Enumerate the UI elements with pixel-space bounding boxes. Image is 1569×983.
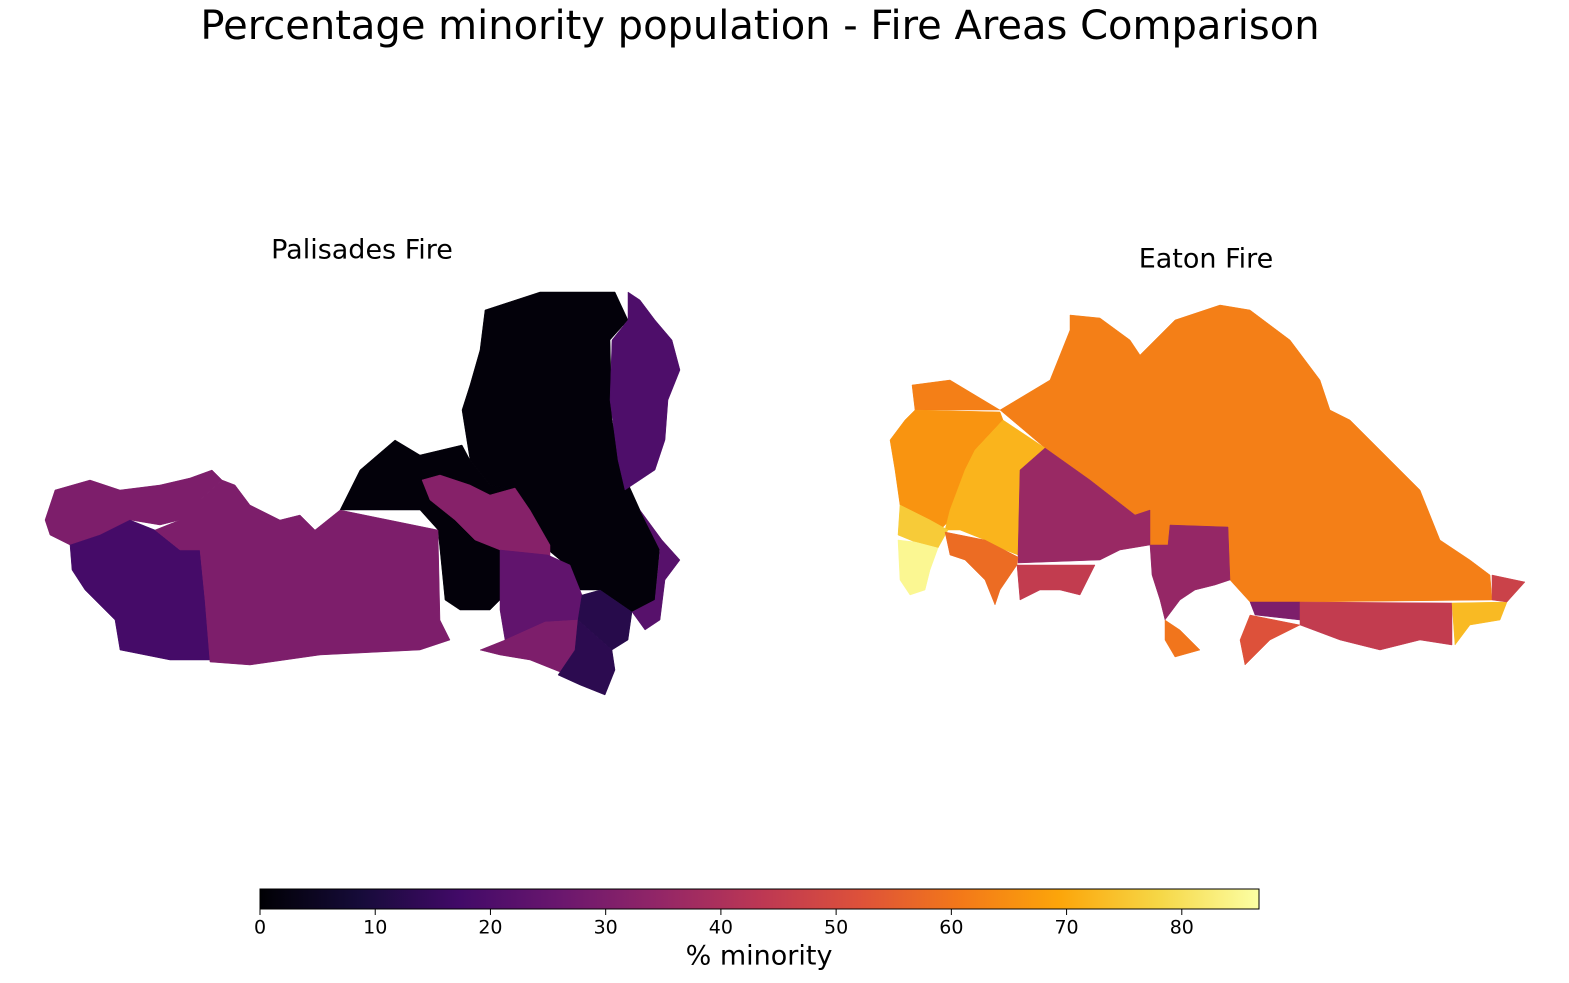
region xyxy=(1239,614,1301,666)
colorbar-tick-label: 0 xyxy=(254,917,266,939)
map-title: Eaton Fire xyxy=(1139,244,1274,275)
colorbar-tick-label: 70 xyxy=(1054,917,1078,939)
region xyxy=(609,291,681,491)
colorbar-tick-label: 10 xyxy=(363,917,387,939)
colorbar-tick-label: 60 xyxy=(939,917,963,939)
colorbar-ticks: 0 10 20 30 40 50 60 70 80 xyxy=(254,909,1194,939)
region xyxy=(154,479,451,666)
region xyxy=(1016,564,1096,601)
region xyxy=(631,509,681,631)
colorbar-label: % minority xyxy=(686,941,833,972)
region xyxy=(421,474,551,559)
figure-title: Percentage minority population - Fire Ar… xyxy=(200,3,1319,49)
region xyxy=(1491,574,1526,603)
region xyxy=(557,619,616,696)
region xyxy=(1017,447,1151,564)
colorbar-tick-label: 30 xyxy=(594,917,618,939)
colorbar-tick-label: 40 xyxy=(709,917,733,939)
region xyxy=(944,531,1019,606)
colorbar-tick-label: 20 xyxy=(478,917,502,939)
region xyxy=(897,539,939,596)
colorbar-tick-label: 50 xyxy=(824,917,848,939)
colorbar-tick-label: 80 xyxy=(1170,917,1194,939)
region xyxy=(1149,524,1231,621)
region xyxy=(1299,601,1453,651)
region xyxy=(1164,619,1201,658)
colorbar xyxy=(259,888,1260,910)
map-title: Palisades Fire xyxy=(271,235,453,266)
regions xyxy=(44,291,1526,696)
region xyxy=(1451,601,1508,646)
